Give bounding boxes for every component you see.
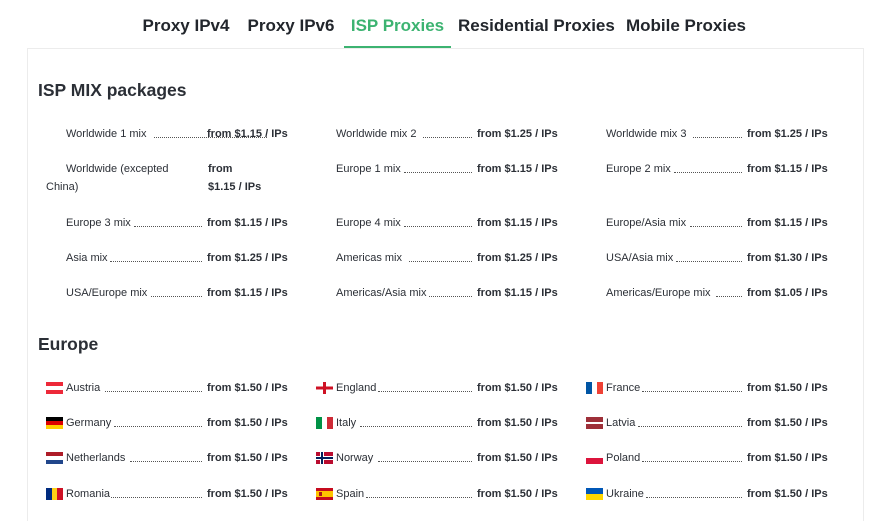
item-price-continued: $1.15 / IPs [208, 181, 262, 193]
item-name: Poland [606, 452, 641, 464]
tab-residential-proxies[interactable]: Residential Proxies [458, 16, 615, 35]
item-price: from $1.50 / IPs [477, 452, 558, 464]
norway-flag-icon [316, 452, 333, 464]
item-price: from $1.50 / IPs [747, 417, 828, 429]
item-name: USA/Asia mix [606, 252, 674, 264]
austria-flag-icon [46, 382, 63, 394]
item-price: from $1.25 / IPs [477, 252, 558, 264]
item-price: from $1.15 / IPs [477, 287, 558, 299]
item-name: France [606, 382, 641, 394]
item-name: Latvia [606, 417, 636, 429]
item-price: from $1.50 / IPs [207, 488, 288, 500]
item-name: England [336, 382, 377, 394]
item-name: Ukraine [606, 488, 644, 500]
item-price: from $1.50 / IPs [207, 382, 288, 394]
item-name: Italy [336, 417, 357, 429]
item-name: Europe 2 mix [606, 163, 671, 175]
item-name: Europe 1 mix [336, 163, 401, 175]
item-price: from $1.25 / IPs [477, 128, 558, 140]
item-name: Norway [336, 452, 374, 464]
item-price: from $1.05 / IPs [747, 287, 828, 299]
item-price: from $1.15 / IPs [207, 128, 288, 140]
item-name: Americas/Europe mix [606, 287, 711, 299]
item-name: Worldwide mix 3 [606, 128, 687, 140]
item-name: USA/Europe mix [66, 287, 148, 299]
poland-flag-icon [586, 452, 603, 464]
item-name: Worldwide mix 2 [336, 128, 417, 140]
tab-mobile-proxies[interactable]: Mobile Proxies [626, 16, 746, 35]
pricing-panel [27, 48, 864, 521]
item-price: from [208, 163, 233, 175]
item-name: Romania [66, 488, 111, 500]
item-price: from $1.30 / IPs [747, 252, 828, 264]
item-price: from $1.50 / IPs [477, 417, 558, 429]
spain-flag-icon [316, 488, 333, 500]
item-name: Austria [66, 382, 101, 394]
item-price: from $1.50 / IPs [477, 488, 558, 500]
ukraine-flag-icon [586, 488, 603, 500]
product-tabs: Proxy IPv4 Proxy IPv6 ISP Proxies Reside… [0, 0, 878, 48]
romania-flag-icon [46, 488, 63, 500]
tab-proxy-ipv6[interactable]: Proxy IPv6 [247, 16, 335, 35]
item-price: from $1.15 / IPs [747, 163, 828, 175]
latvia-flag-icon [586, 417, 603, 429]
tab-proxy-ipv4[interactable]: Proxy IPv4 [142, 16, 230, 35]
item-price: from $1.50 / IPs [477, 382, 558, 394]
item-name: Netherlands [66, 452, 126, 464]
england-flag-icon [316, 382, 333, 394]
item-price: from $1.25 / IPs [747, 128, 828, 140]
item-price: from $1.15 / IPs [477, 217, 558, 229]
europe-title: Europe [38, 334, 99, 354]
isp-mix-title: ISP MIX packages [38, 80, 187, 100]
tab-isp-proxies[interactable]: ISP Proxies [344, 0, 451, 48]
item-price: from $1.15 / IPs [207, 287, 288, 299]
netherlands-flag-icon [46, 452, 63, 464]
item-name: Asia mix [66, 252, 108, 264]
france-flag-icon [586, 382, 603, 394]
item-name: Worldwide 1 mix [66, 128, 147, 140]
item-name: Europe 3 mix [66, 217, 131, 229]
item-name: Americas/Asia mix [336, 287, 427, 299]
item-name: Europe 4 mix [336, 217, 401, 229]
item-price: from $1.50 / IPs [207, 417, 288, 429]
item-price: from $1.15 / IPs [207, 217, 288, 229]
item-price: from $1.50 / IPs [747, 452, 828, 464]
item-price: from $1.50 / IPs [747, 488, 828, 500]
item-price: from $1.25 / IPs [207, 252, 288, 264]
item-price: from $1.15 / IPs [477, 163, 558, 175]
item-name: Americas mix [336, 252, 403, 264]
item-name: Spain [336, 488, 365, 500]
item-name: Germany [66, 417, 112, 429]
item-price: from $1.50 / IPs [207, 452, 288, 464]
list-item[interactable]: Worldwide (excepted China) from $1.15 / … [46, 160, 296, 198]
italy-flag-icon [316, 417, 333, 429]
item-price: from $1.15 / IPs [747, 217, 828, 229]
item-name: Worldwide (excepted [66, 163, 169, 175]
item-price: from $1.50 / IPs [747, 382, 828, 394]
germany-flag-icon [46, 417, 63, 429]
item-name-continued: China) [46, 181, 79, 193]
item-name: Europe/Asia mix [606, 217, 687, 229]
